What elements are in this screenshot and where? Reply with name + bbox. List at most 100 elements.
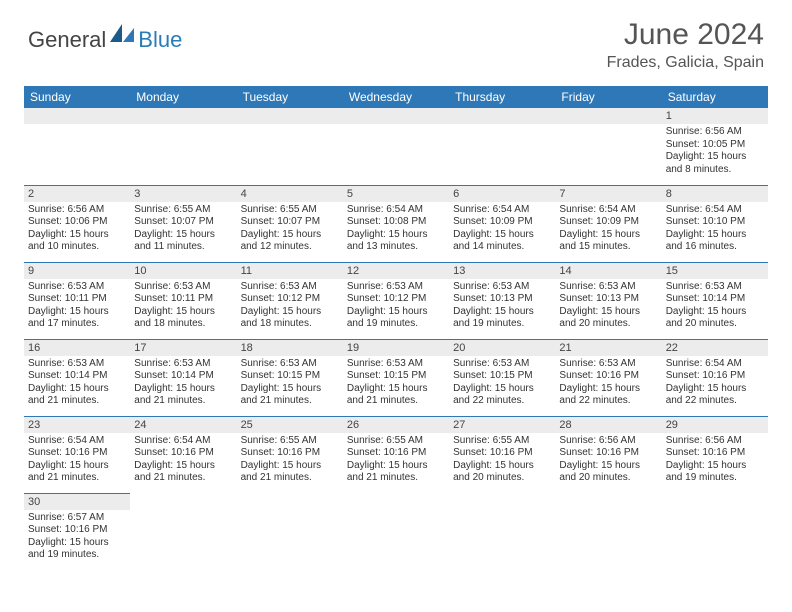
day-ss: Sunset: 10:12 PM (347, 293, 445, 306)
day-dl1: Daylight: 15 hours (28, 383, 126, 396)
day-details: Sunrise: 6:54 AMSunset: 10:10 PMDaylight… (662, 202, 768, 256)
day-dl1: Daylight: 15 hours (347, 460, 445, 473)
day-number: 2 (24, 186, 130, 202)
day-dl1: Daylight: 15 hours (559, 306, 657, 319)
brand-logo: General Blue (28, 24, 182, 53)
day-number: 19 (343, 340, 449, 356)
weekday-header-row: Sunday Monday Tuesday Wednesday Thursday… (24, 86, 768, 108)
day-ss: Sunset: 10:05 PM (666, 139, 764, 152)
day-ss: Sunset: 10:14 PM (28, 370, 126, 383)
calendar-cell: 23Sunrise: 6:54 AMSunset: 10:16 PMDaylig… (24, 416, 130, 493)
day-ss: Sunset: 10:13 PM (559, 293, 657, 306)
day-ss: Sunset: 10:12 PM (241, 293, 339, 306)
day-number: 14 (555, 263, 661, 279)
day-ss: Sunset: 10:16 PM (453, 447, 551, 460)
day-sr: Sunrise: 6:54 AM (666, 204, 764, 217)
empty-daynum (343, 108, 449, 124)
calendar-cell: 19Sunrise: 6:53 AMSunset: 10:15 PMDaylig… (343, 339, 449, 416)
day-dl1: Daylight: 15 hours (559, 229, 657, 242)
calendar-cell: 28Sunrise: 6:56 AMSunset: 10:16 PMDaylig… (555, 416, 661, 493)
day-details: Sunrise: 6:56 AMSunset: 10:06 PMDaylight… (24, 202, 130, 256)
day-sr: Sunrise: 6:54 AM (28, 435, 126, 448)
day-sr: Sunrise: 6:54 AM (134, 435, 232, 448)
day-details: Sunrise: 6:53 AMSunset: 10:15 PMDaylight… (343, 356, 449, 410)
day-sr: Sunrise: 6:53 AM (347, 281, 445, 294)
day-number: 30 (24, 494, 130, 510)
day-sr: Sunrise: 6:53 AM (347, 358, 445, 371)
day-number: 23 (24, 417, 130, 433)
day-number: 21 (555, 340, 661, 356)
day-sr: Sunrise: 6:53 AM (241, 281, 339, 294)
day-dl2: and 16 minutes. (666, 241, 764, 254)
calendar-cell (449, 108, 555, 185)
calendar-cell: 5Sunrise: 6:54 AMSunset: 10:08 PMDayligh… (343, 185, 449, 262)
day-number: 26 (343, 417, 449, 433)
day-dl1: Daylight: 15 hours (241, 306, 339, 319)
calendar-cell (343, 493, 449, 570)
day-dl2: and 20 minutes. (559, 472, 657, 485)
month-title: June 2024 (607, 18, 764, 52)
calendar-cell: 4Sunrise: 6:55 AMSunset: 10:07 PMDayligh… (237, 185, 343, 262)
day-dl2: and 21 minutes. (134, 395, 232, 408)
day-sr: Sunrise: 6:57 AM (28, 512, 126, 525)
day-number: 5 (343, 186, 449, 202)
day-dl1: Daylight: 15 hours (241, 383, 339, 396)
day-sr: Sunrise: 6:53 AM (241, 358, 339, 371)
day-dl2: and 18 minutes. (241, 318, 339, 331)
day-details: Sunrise: 6:56 AMSunset: 10:16 PMDaylight… (555, 433, 661, 487)
day-details: Sunrise: 6:54 AMSunset: 10:09 PMDaylight… (555, 202, 661, 256)
day-dl2: and 15 minutes. (559, 241, 657, 254)
day-details: Sunrise: 6:55 AMSunset: 10:16 PMDaylight… (237, 433, 343, 487)
day-dl2: and 21 minutes. (347, 395, 445, 408)
day-number: 22 (662, 340, 768, 356)
day-ss: Sunset: 10:14 PM (134, 370, 232, 383)
calendar-cell: 30Sunrise: 6:57 AMSunset: 10:16 PMDaylig… (24, 493, 130, 570)
day-details: Sunrise: 6:54 AMSunset: 10:16 PMDaylight… (24, 433, 130, 487)
day-dl2: and 21 minutes. (241, 395, 339, 408)
day-sr: Sunrise: 6:54 AM (666, 358, 764, 371)
calendar-cell (24, 108, 130, 185)
day-dl1: Daylight: 15 hours (347, 383, 445, 396)
day-details: Sunrise: 6:57 AMSunset: 10:16 PMDaylight… (24, 510, 130, 564)
calendar-cell: 9Sunrise: 6:53 AMSunset: 10:11 PMDayligh… (24, 262, 130, 339)
day-details: Sunrise: 6:53 AMSunset: 10:11 PMDaylight… (130, 279, 236, 333)
day-dl2: and 21 minutes. (134, 472, 232, 485)
day-number: 20 (449, 340, 555, 356)
calendar-cell: 10Sunrise: 6:53 AMSunset: 10:11 PMDaylig… (130, 262, 236, 339)
day-dl2: and 20 minutes. (453, 472, 551, 485)
day-dl1: Daylight: 15 hours (666, 229, 764, 242)
weekday-wednesday: Wednesday (343, 86, 449, 108)
day-details: Sunrise: 6:53 AMSunset: 10:14 PMDaylight… (662, 279, 768, 333)
day-dl2: and 11 minutes. (134, 241, 232, 254)
calendar-body: 1Sunrise: 6:56 AMSunset: 10:05 PMDayligh… (24, 108, 768, 570)
empty-daynum (237, 108, 343, 124)
day-details: Sunrise: 6:53 AMSunset: 10:15 PMDaylight… (237, 356, 343, 410)
calendar-cell (237, 493, 343, 570)
day-sr: Sunrise: 6:55 AM (241, 204, 339, 217)
day-details: Sunrise: 6:55 AMSunset: 10:07 PMDaylight… (237, 202, 343, 256)
calendar-week-row: 9Sunrise: 6:53 AMSunset: 10:11 PMDayligh… (24, 262, 768, 339)
day-number: 11 (237, 263, 343, 279)
day-ss: Sunset: 10:11 PM (28, 293, 126, 306)
day-dl2: and 21 minutes. (28, 395, 126, 408)
sail-icon (110, 24, 136, 47)
day-sr: Sunrise: 6:54 AM (453, 204, 551, 217)
day-ss: Sunset: 10:06 PM (28, 216, 126, 229)
day-ss: Sunset: 10:16 PM (347, 447, 445, 460)
calendar-cell: 25Sunrise: 6:55 AMSunset: 10:16 PMDaylig… (237, 416, 343, 493)
day-ss: Sunset: 10:10 PM (666, 216, 764, 229)
calendar-cell (555, 108, 661, 185)
day-sr: Sunrise: 6:54 AM (559, 204, 657, 217)
calendar-cell (449, 493, 555, 570)
day-details: Sunrise: 6:53 AMSunset: 10:16 PMDaylight… (555, 356, 661, 410)
day-dl2: and 12 minutes. (241, 241, 339, 254)
calendar-table: Sunday Monday Tuesday Wednesday Thursday… (24, 86, 768, 570)
day-dl2: and 14 minutes. (453, 241, 551, 254)
day-sr: Sunrise: 6:53 AM (559, 281, 657, 294)
day-details: Sunrise: 6:54 AMSunset: 10:09 PMDaylight… (449, 202, 555, 256)
day-ss: Sunset: 10:14 PM (666, 293, 764, 306)
day-number: 24 (130, 417, 236, 433)
weekday-sunday: Sunday (24, 86, 130, 108)
day-number: 27 (449, 417, 555, 433)
day-dl1: Daylight: 15 hours (559, 383, 657, 396)
